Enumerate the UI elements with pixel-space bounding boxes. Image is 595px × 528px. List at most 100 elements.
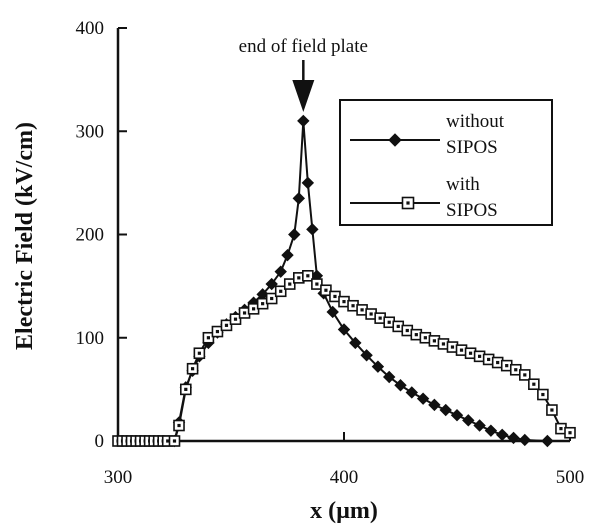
- square-marker-dot: [505, 364, 509, 368]
- legend-label-line1: without: [446, 111, 505, 132]
- square-marker-dot: [197, 351, 201, 355]
- square-marker-dot: [369, 312, 373, 316]
- series-layer: [112, 114, 576, 448]
- data-point: [416, 392, 430, 405]
- axes: 0 100 200 300 400 300 400 500: [76, 18, 585, 488]
- data-point: [220, 319, 233, 332]
- data-point: [180, 383, 192, 396]
- data-point: [326, 305, 339, 319]
- x-tick-label: 500: [556, 467, 585, 488]
- legend-label-line2: SIPOS: [446, 137, 498, 158]
- data-point: [428, 398, 441, 412]
- data-point: [473, 419, 486, 432]
- square-marker-dot: [297, 276, 301, 280]
- data-point: [306, 223, 319, 236]
- data-point: [405, 386, 419, 399]
- square-marker-dot: [172, 439, 177, 443]
- square-marker-dot: [387, 320, 391, 324]
- data-point: [394, 379, 407, 392]
- square-marker-dot: [406, 201, 410, 205]
- data-point: [382, 370, 396, 384]
- data-point: [484, 424, 498, 437]
- square-marker-dot: [351, 304, 355, 308]
- data-point: [193, 347, 206, 360]
- square-marker-dot: [224, 323, 229, 327]
- data-point: [292, 192, 306, 205]
- square-marker-dot: [252, 307, 256, 311]
- square-marker-dot: [532, 382, 536, 386]
- data-point: [229, 313, 242, 325]
- data-point: [283, 278, 296, 290]
- square-marker-dot: [279, 289, 283, 293]
- square-marker-dot: [378, 316, 382, 320]
- data-point: [202, 331, 215, 344]
- data-point: [528, 378, 540, 391]
- data-point: [546, 404, 558, 416]
- square-marker-dot: [166, 439, 170, 443]
- square-marker-dot: [496, 360, 500, 365]
- square-marker-dot: [450, 345, 455, 349]
- square-marker-dot: [324, 288, 328, 292]
- data-point: [265, 292, 278, 305]
- square-marker-dot: [423, 336, 427, 340]
- data-point: [507, 431, 520, 445]
- square-marker-dot: [541, 392, 545, 397]
- square-marker-dot: [459, 348, 464, 352]
- data-point: [450, 408, 464, 422]
- data-point: [168, 435, 181, 447]
- annotation-arrowhead: [292, 80, 315, 112]
- square-marker-dot: [215, 329, 220, 334]
- data-point: [349, 336, 362, 350]
- y-tick-label: 200: [76, 225, 105, 246]
- data-point: [274, 265, 287, 278]
- square-marker-dot: [441, 342, 446, 346]
- annotation-label: end of field plate: [239, 36, 368, 57]
- data-point: [320, 284, 332, 297]
- square-marker-dot: [342, 300, 346, 304]
- data-point: [301, 176, 315, 190]
- square-marker-dot: [414, 333, 418, 337]
- y-tick-label: 0: [95, 431, 105, 452]
- square-marker-dot: [468, 351, 473, 355]
- data-point: [462, 414, 475, 427]
- square-marker-dot: [360, 308, 364, 312]
- data-point: [173, 419, 185, 432]
- data-point: [360, 349, 373, 362]
- square-marker-dot: [514, 368, 518, 372]
- square-marker-dot: [206, 336, 210, 340]
- square-marker-dot: [233, 317, 238, 321]
- data-point: [274, 285, 287, 298]
- data-point: [337, 323, 351, 336]
- square-marker-dot: [177, 423, 181, 428]
- square-marker-dot: [523, 373, 527, 377]
- data-point: [288, 228, 301, 241]
- square-marker-dot: [487, 357, 491, 362]
- square-marker-dot: [405, 328, 409, 333]
- square-marker-dot: [315, 282, 319, 286]
- square-marker-dot: [306, 274, 310, 278]
- square-marker-dot: [270, 296, 274, 301]
- x-tick-label: 300: [104, 467, 133, 488]
- data-point: [518, 369, 531, 381]
- square-marker-dot: [261, 302, 265, 306]
- data-point: [371, 360, 385, 373]
- square-marker-dot: [396, 324, 400, 328]
- legend-label-line1: with: [446, 174, 480, 195]
- data-point: [311, 278, 323, 290]
- square-marker-dot: [190, 367, 195, 371]
- x-axis-title: x (µm): [310, 498, 378, 524]
- data-point: [518, 433, 532, 447]
- square-marker-dot: [288, 282, 292, 286]
- square-marker-dot: [242, 311, 247, 315]
- square-marker-dot: [432, 339, 436, 343]
- data-point: [564, 426, 576, 439]
- data-point: [281, 248, 294, 262]
- square-marker-dot: [184, 387, 188, 391]
- data-point: [186, 362, 199, 375]
- square-marker-dot: [550, 408, 554, 412]
- data-point: [537, 388, 549, 401]
- y-tick-label: 400: [76, 18, 105, 39]
- y-tick-label: 300: [76, 121, 105, 142]
- data-point: [495, 428, 509, 442]
